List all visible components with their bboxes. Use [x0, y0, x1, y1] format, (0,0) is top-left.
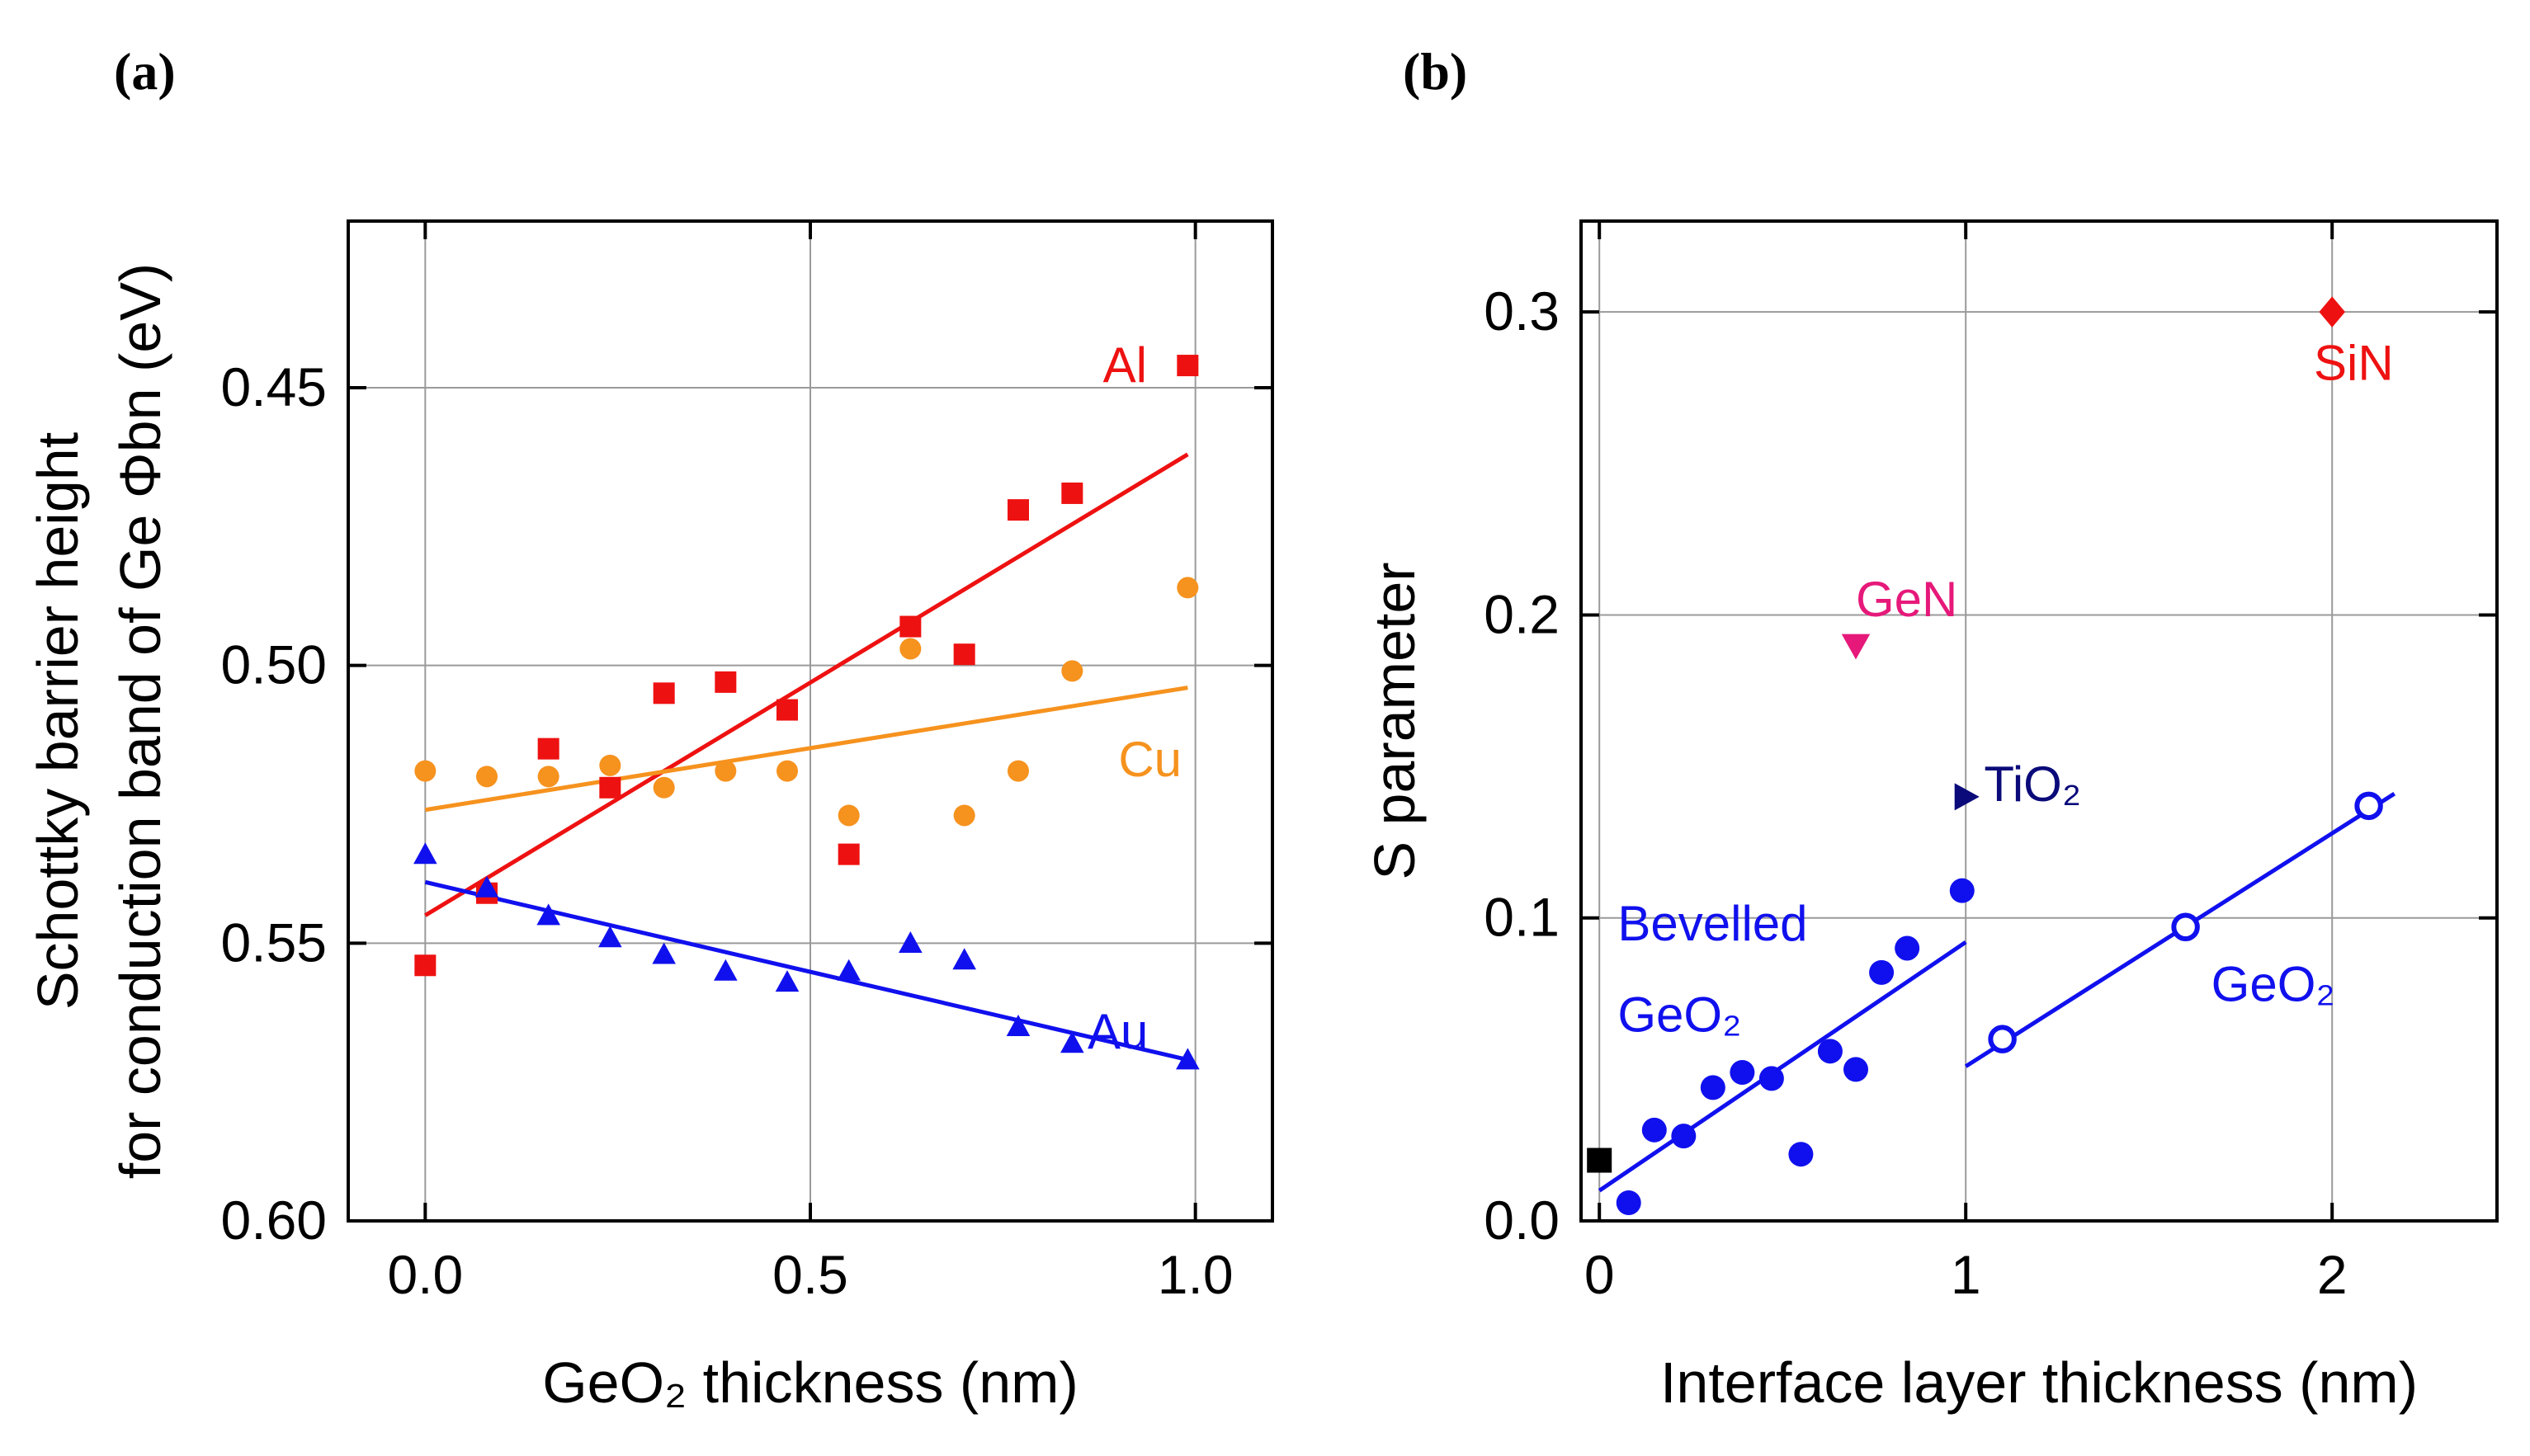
point-bevelled-geo — [1641, 1117, 1667, 1143]
point-au — [536, 903, 560, 926]
point-al — [1061, 482, 1083, 504]
point-bevelled-geo — [1949, 878, 1975, 903]
point-al — [1177, 355, 1199, 377]
point-sin — [2319, 296, 2345, 327]
point-bevelled-geo — [1616, 1190, 1641, 1215]
point-tio — [1954, 783, 1980, 811]
point-ref — [1587, 1147, 1612, 1173]
point-al — [537, 737, 559, 760]
point-cu — [715, 760, 737, 782]
y-axis-title-line-1: Schottky barrier height — [26, 432, 90, 1010]
fit-line-cu — [424, 686, 1188, 813]
y-tick-label: 0.1 — [1484, 887, 1560, 948]
y-tick-label: 0.2 — [1484, 583, 1560, 644]
x-tick-label: 0.0 — [387, 1244, 463, 1305]
y-tick-label: 0.55 — [221, 912, 327, 973]
point-cu — [1177, 577, 1199, 599]
point-bevelled-geo — [1758, 1066, 1784, 1091]
x-tick-label: 1.0 — [1158, 1244, 1234, 1305]
annotation-geo: GeO₂ — [2211, 957, 2335, 1012]
point-au — [598, 926, 622, 948]
y-axis-title: S parameter — [1362, 562, 1427, 879]
point-bevelled-geo — [1817, 1039, 1843, 1064]
annotation-bevelled: Bevelled — [1617, 896, 1807, 951]
point-bevelled-geo — [1843, 1057, 1868, 1082]
point-cu — [476, 766, 498, 788]
annotation-gen: GeN — [1856, 572, 1957, 627]
x-tick-label: 2 — [2317, 1244, 2348, 1305]
point-bevelled-geo — [1700, 1075, 1725, 1100]
annotation-al: Al — [1103, 337, 1147, 393]
point-al — [715, 671, 737, 693]
y-tick-label: 0.3 — [1484, 280, 1560, 342]
annotation-au: Au — [1088, 1004, 1148, 1059]
point-au — [952, 948, 976, 970]
point-al — [1008, 499, 1029, 521]
point-al — [899, 615, 922, 638]
point-al — [776, 699, 798, 721]
point-au — [899, 931, 923, 954]
point-cu — [537, 766, 559, 788]
point-au — [714, 959, 738, 981]
point-bevelled-geo — [1869, 959, 1895, 985]
y-tick-label: 0.45 — [221, 356, 327, 417]
fit-line-bevelled-geo — [1598, 940, 1967, 1193]
point-al — [414, 954, 437, 977]
x-tick-label: 0.5 — [772, 1244, 848, 1305]
point-au — [775, 970, 800, 992]
x-axis-title: GeO₂ thickness (nm) — [542, 1350, 1079, 1415]
point-cu — [776, 760, 798, 782]
point-cu — [1061, 660, 1083, 682]
point-cu — [838, 804, 860, 827]
point-au — [1006, 1015, 1031, 1037]
point-geo — [1988, 1025, 2017, 1053]
point-al — [838, 843, 860, 865]
point-bevelled-geo — [1895, 935, 1920, 961]
point-au — [1176, 1048, 1200, 1070]
panel-a-chart: 0.0 0.5 1.0 0.45 0.50 0.55 0.60 GeO₂ thickness … — [26, 219, 1274, 1415]
point-cu — [599, 754, 621, 776]
annotation-tio: TiO₂ — [1984, 756, 2081, 812]
point-au — [413, 842, 437, 865]
y-tick-label: 0.0 — [1484, 1190, 1560, 1251]
annotation-geo: GeO₂ — [1617, 987, 1741, 1042]
point-bevelled-geo — [1730, 1060, 1755, 1086]
plot-frame — [1579, 219, 2499, 1223]
annotation-cu: Cu — [1118, 732, 1182, 787]
x-tick-label: 1 — [1951, 1244, 1981, 1305]
point-al — [953, 643, 975, 666]
panel-label-a: (a) — [114, 42, 176, 101]
panel-b-chart: 0 1 2 0.0 0.1 0.2 0.3 Interface layer thickness… — [1362, 219, 2499, 1415]
point-au — [1060, 1031, 1084, 1053]
panel-label-b: (b) — [1403, 42, 1467, 101]
point-au — [837, 959, 861, 981]
point-gen — [1841, 634, 1871, 660]
point-au — [652, 942, 676, 964]
y-axis-title-line-2: for conduction band of Ge Φbn (eV) — [108, 263, 172, 1179]
annotation-sin: SiN — [2314, 336, 2394, 391]
y-tick-label: 0.50 — [221, 634, 327, 695]
point-cu — [1008, 760, 1029, 782]
fit-line-au — [424, 879, 1188, 1063]
point-al — [653, 682, 675, 704]
point-geo — [2354, 791, 2383, 821]
point-au — [474, 875, 499, 898]
x-axis-title: Interface layer thickness (nm) — [1660, 1350, 2418, 1415]
point-cu — [653, 776, 675, 799]
point-al — [599, 776, 621, 799]
y-tick-label: 0.60 — [221, 1190, 327, 1251]
x-tick-label: 0 — [1584, 1244, 1615, 1305]
point-bevelled-geo — [1788, 1142, 1814, 1167]
point-cu — [899, 638, 922, 660]
fit-line-al — [424, 452, 1189, 917]
point-cu — [414, 760, 437, 782]
point-cu — [953, 804, 975, 827]
point-bevelled-geo — [1671, 1124, 1697, 1149]
point-geo — [2171, 912, 2200, 941]
